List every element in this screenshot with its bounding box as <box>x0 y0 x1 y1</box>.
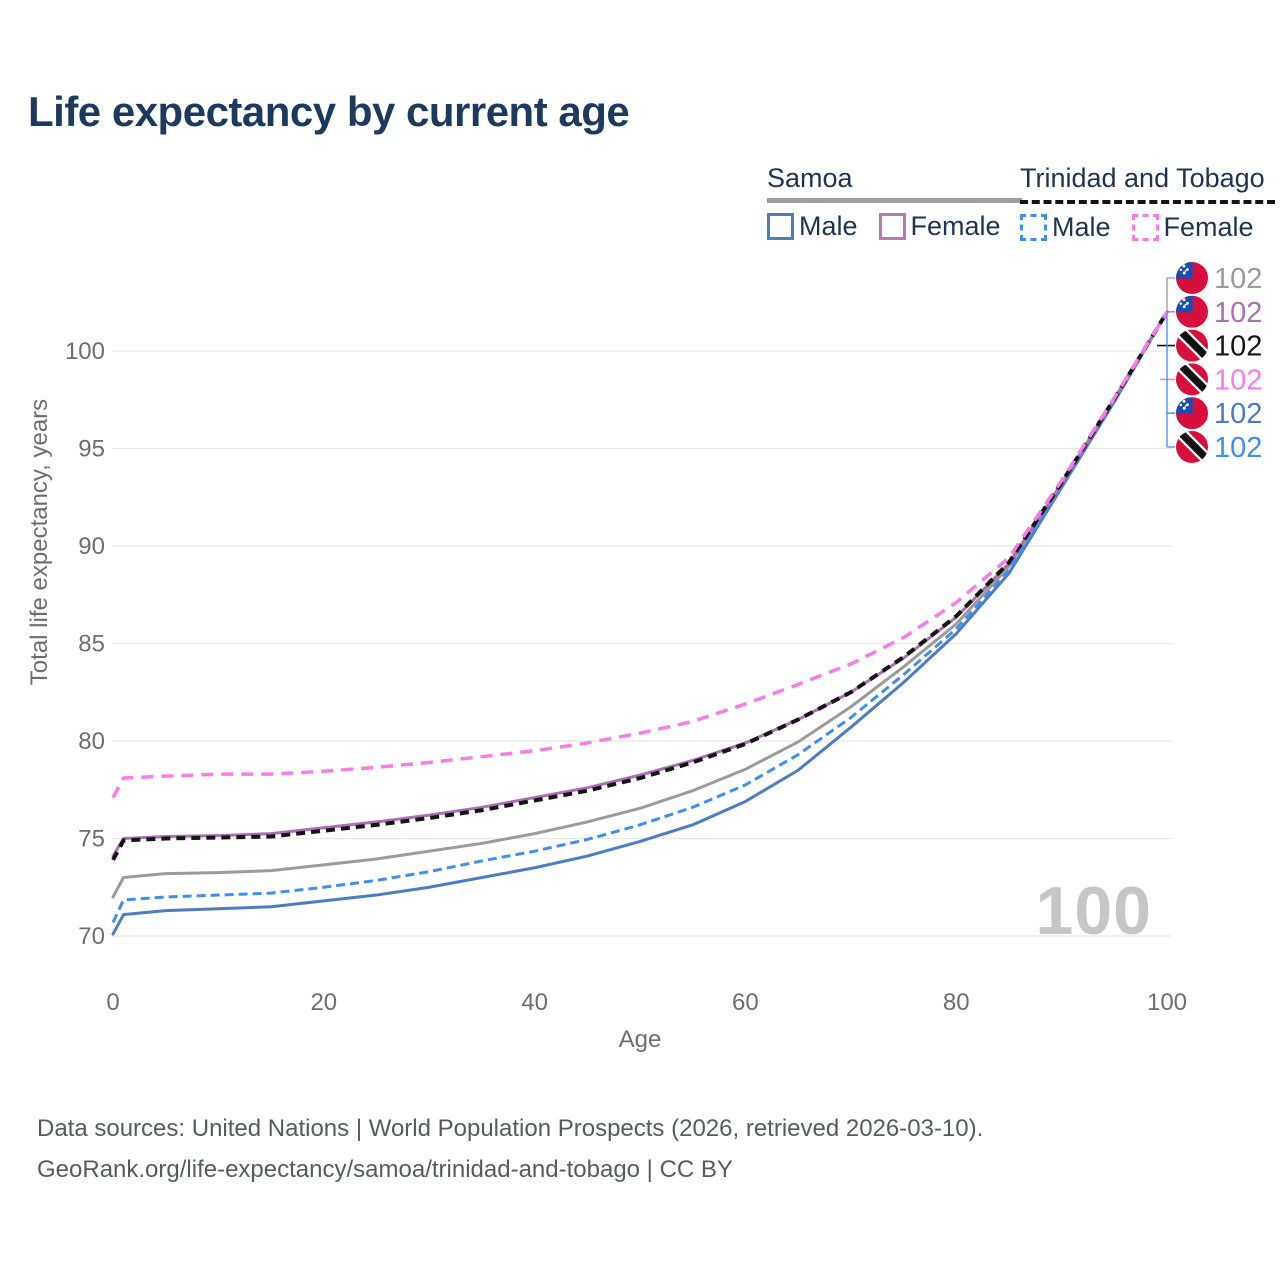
x-tick-100: 100 <box>1147 989 1187 1016</box>
y-tick-100: 100 <box>65 338 105 365</box>
legend-label-tt-male: Male <box>1052 212 1111 242</box>
x-tick-20: 20 <box>310 989 337 1016</box>
y-tick-85: 85 <box>78 631 105 658</box>
end-value-label-tt-male: 102 <box>1214 432 1262 464</box>
legend-item-tt-female[interactable]: Female <box>1131 212 1254 243</box>
legend-underline-samoa-solid-line <box>767 198 1022 203</box>
legend-underline-tt-dashed-line <box>1020 200 1275 204</box>
samoa-female-swatch-icon <box>878 213 906 240</box>
series-line-samoa-both[interactable] <box>111 310 1169 899</box>
y-tick-95: 95 <box>78 436 105 463</box>
legend-group-trinidad-and-tobago: Trinidad and Tobago Male Female <box>1020 163 1275 243</box>
legend-label-tt-female: Female <box>1163 212 1254 242</box>
series-line-samoa-male[interactable] <box>111 310 1169 936</box>
legend-label-samoa-male: Male <box>799 211 858 241</box>
footer-url-license: GeoRank.org/life-expectancy/samoa/trinid… <box>37 1156 733 1183</box>
tt-flag-icon-tt-male <box>1176 431 1208 463</box>
end-value-label-tt-female: 102 <box>1214 364 1262 396</box>
end-value-label-samoa-male: 102 <box>1214 398 1262 430</box>
series-line-tt-both[interactable] <box>111 310 1169 861</box>
tt-flag-icon-tt-both <box>1176 329 1208 362</box>
x-axis-title: Age <box>618 1026 662 1053</box>
y-axis-title: Total life expectancy, years <box>26 398 53 686</box>
y-tick-70: 70 <box>78 923 105 950</box>
end-value-label-samoa-both: 102 <box>1214 263 1262 295</box>
legend-group-samoa: Samoa Male Female <box>767 163 1022 242</box>
end-value-label-samoa-female: 102 <box>1214 297 1262 329</box>
series-line-tt-female[interactable] <box>111 311 1169 799</box>
y-tick-90: 90 <box>78 533 105 560</box>
series-line-tt-male[interactable] <box>111 311 1169 923</box>
tt-female-swatch-icon <box>1131 214 1159 241</box>
legend-country-samoa: Samoa <box>767 163 853 193</box>
hovered-age-watermark: 100 <box>1035 873 1152 949</box>
x-tick-40: 40 <box>521 989 548 1016</box>
samoa-flag-icon-samoa-male <box>1176 397 1208 430</box>
leader-males <box>1166 313 1175 448</box>
samoa-male-swatch-icon <box>767 213 794 240</box>
x-tick-80: 80 <box>943 989 970 1016</box>
y-tick-75: 75 <box>78 826 105 853</box>
legend-item-samoa-male[interactable]: Male <box>767 211 858 242</box>
footer-data-sources: Data sources: United Nations | World Pop… <box>37 1115 984 1142</box>
legend-country-trinidad-and-tobago: Trinidad and Tobago <box>1020 163 1265 193</box>
x-tick-0: 0 <box>106 989 119 1016</box>
legend-item-tt-male[interactable]: Male <box>1020 212 1111 243</box>
leader-samoa-both <box>1166 277 1175 312</box>
end-value-label-tt-both: 102 <box>1214 331 1262 363</box>
page-title: Life expectancy by current age <box>28 88 630 135</box>
footer-credits: Data sources: United Nations | World Pop… <box>37 1108 983 1190</box>
legend-item-samoa-female[interactable]: Female <box>878 211 1001 242</box>
samoa-flag-icon-samoa-female <box>1176 295 1208 328</box>
samoa-flag-icon-samoa-both <box>1176 262 1208 294</box>
x-tick-60: 60 <box>732 989 759 1016</box>
tt-male-swatch-icon <box>1020 214 1047 241</box>
legend-label-samoa-female: Female <box>910 211 1001 241</box>
tt-flag-icon-tt-female <box>1176 363 1208 396</box>
y-tick-80: 80 <box>78 728 105 755</box>
